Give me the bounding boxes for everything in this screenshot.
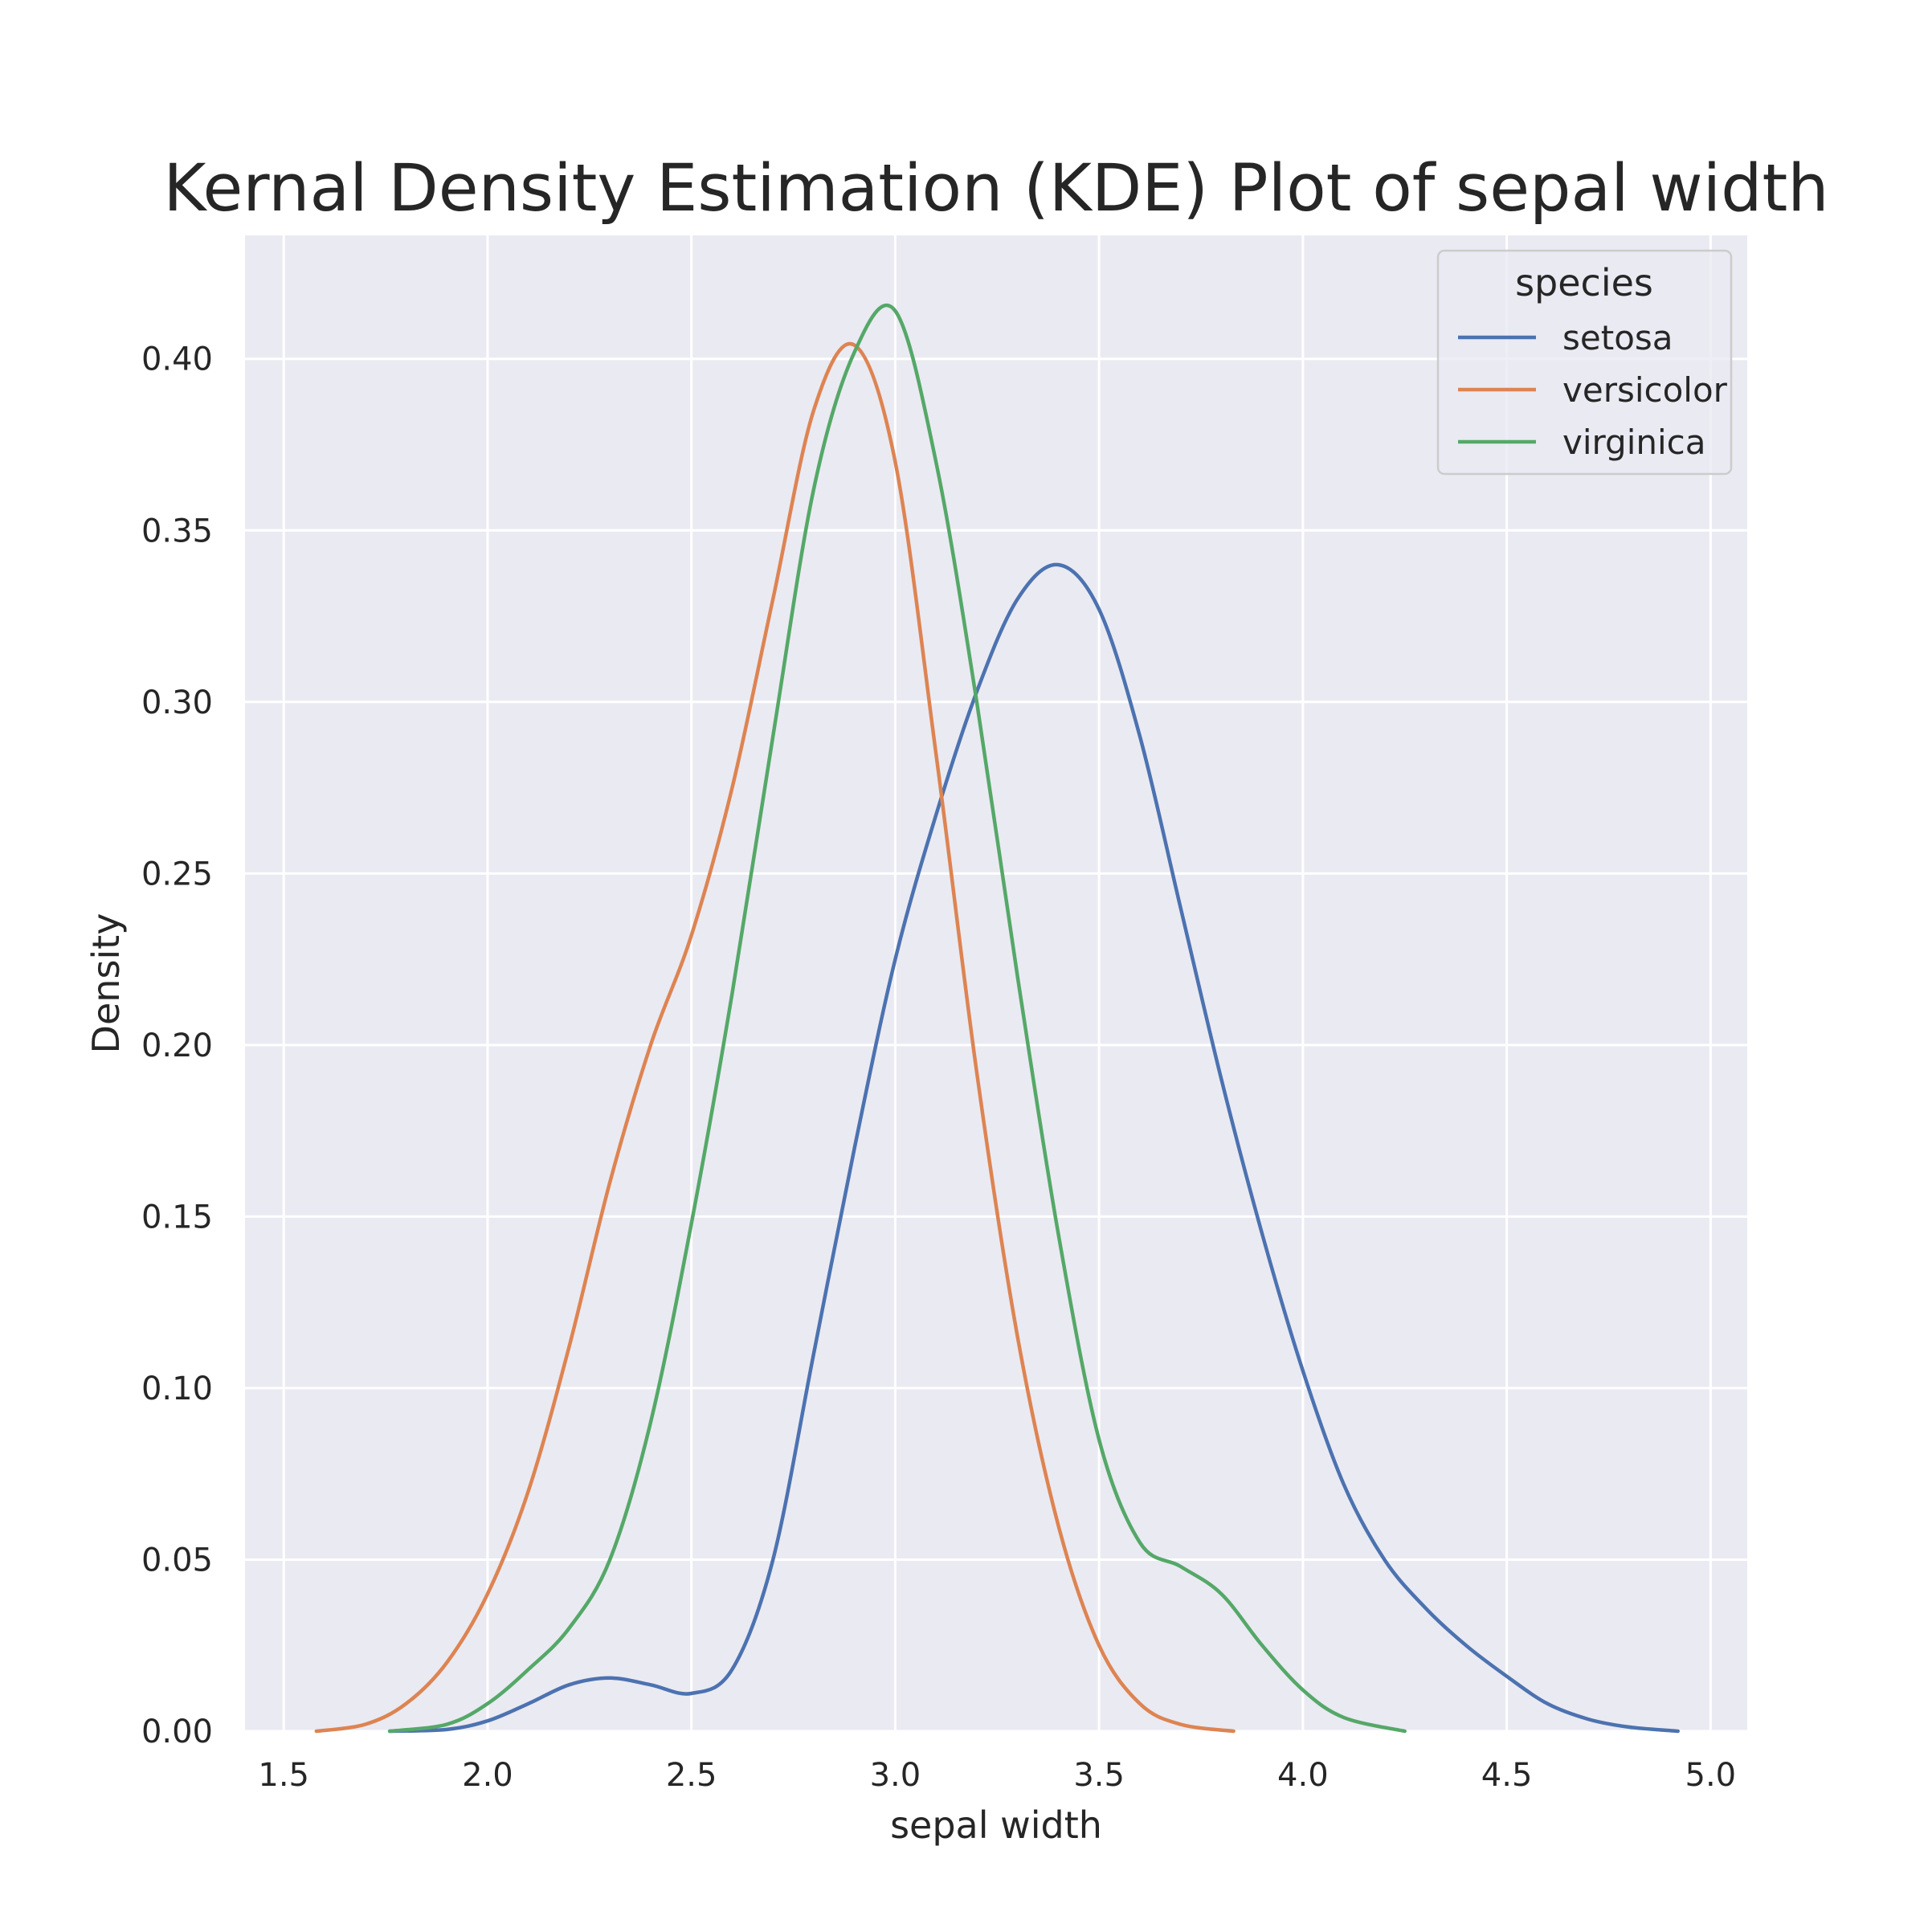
x-tick-label: 5.0 xyxy=(1685,1757,1737,1794)
y-tick-label: 0.20 xyxy=(141,1027,213,1064)
grid xyxy=(245,235,1747,1733)
legend-box xyxy=(1436,249,1733,476)
x-tick-label: 2.5 xyxy=(666,1757,717,1794)
y-tick-label: 0.25 xyxy=(141,856,213,892)
legend-label-virginica: virginica xyxy=(1562,423,1706,462)
y-tick-label: 0.30 xyxy=(141,684,213,721)
y-axis-ticks: 0.00 0.05 0.10 0.15 0.20 0.25 0.30 0.35 0.40 xyxy=(141,341,213,1750)
series-line-virginica xyxy=(387,303,1407,1734)
x-tick-label: 2.0 xyxy=(462,1757,513,1794)
legend-label-setosa: setosa xyxy=(1562,318,1673,357)
legend: species setosa versicolor virginica xyxy=(1436,249,1733,476)
x-tick-label: 3.0 xyxy=(870,1757,921,1794)
series-line-versicolor xyxy=(314,341,1236,1734)
legend-label-versicolor: versicolor xyxy=(1562,370,1728,410)
x-axis-ticks: 1.5 2.0 2.5 3.0 3.5 4.0 4.5 5.0 xyxy=(258,1757,1736,1794)
x-tick-label: 4.0 xyxy=(1277,1757,1329,1794)
x-tick-label: 4.5 xyxy=(1481,1757,1533,1794)
y-tick-label: 0.10 xyxy=(141,1370,213,1407)
y-axis-label: Density xyxy=(84,913,128,1054)
x-tick-label: 3.5 xyxy=(1073,1757,1125,1794)
y-tick-label: 0.00 xyxy=(141,1713,213,1750)
y-tick-label: 0.40 xyxy=(141,341,213,378)
series-lines xyxy=(314,303,1680,1734)
x-axis-label: sepal width xyxy=(890,1803,1102,1847)
y-tick-label: 0.35 xyxy=(141,513,213,549)
y-tick-label: 0.15 xyxy=(141,1199,213,1236)
y-tick-label: 0.05 xyxy=(141,1542,213,1579)
x-tick-label: 1.5 xyxy=(258,1757,309,1794)
legend-items: setosa versicolor virginica xyxy=(1458,318,1728,462)
chart-title: Kernal Density Estimation (KDE) Plot of … xyxy=(163,151,1828,227)
series-line-setosa xyxy=(387,562,1680,1734)
legend-title: species xyxy=(1515,261,1653,304)
plot-area xyxy=(245,235,1747,1731)
